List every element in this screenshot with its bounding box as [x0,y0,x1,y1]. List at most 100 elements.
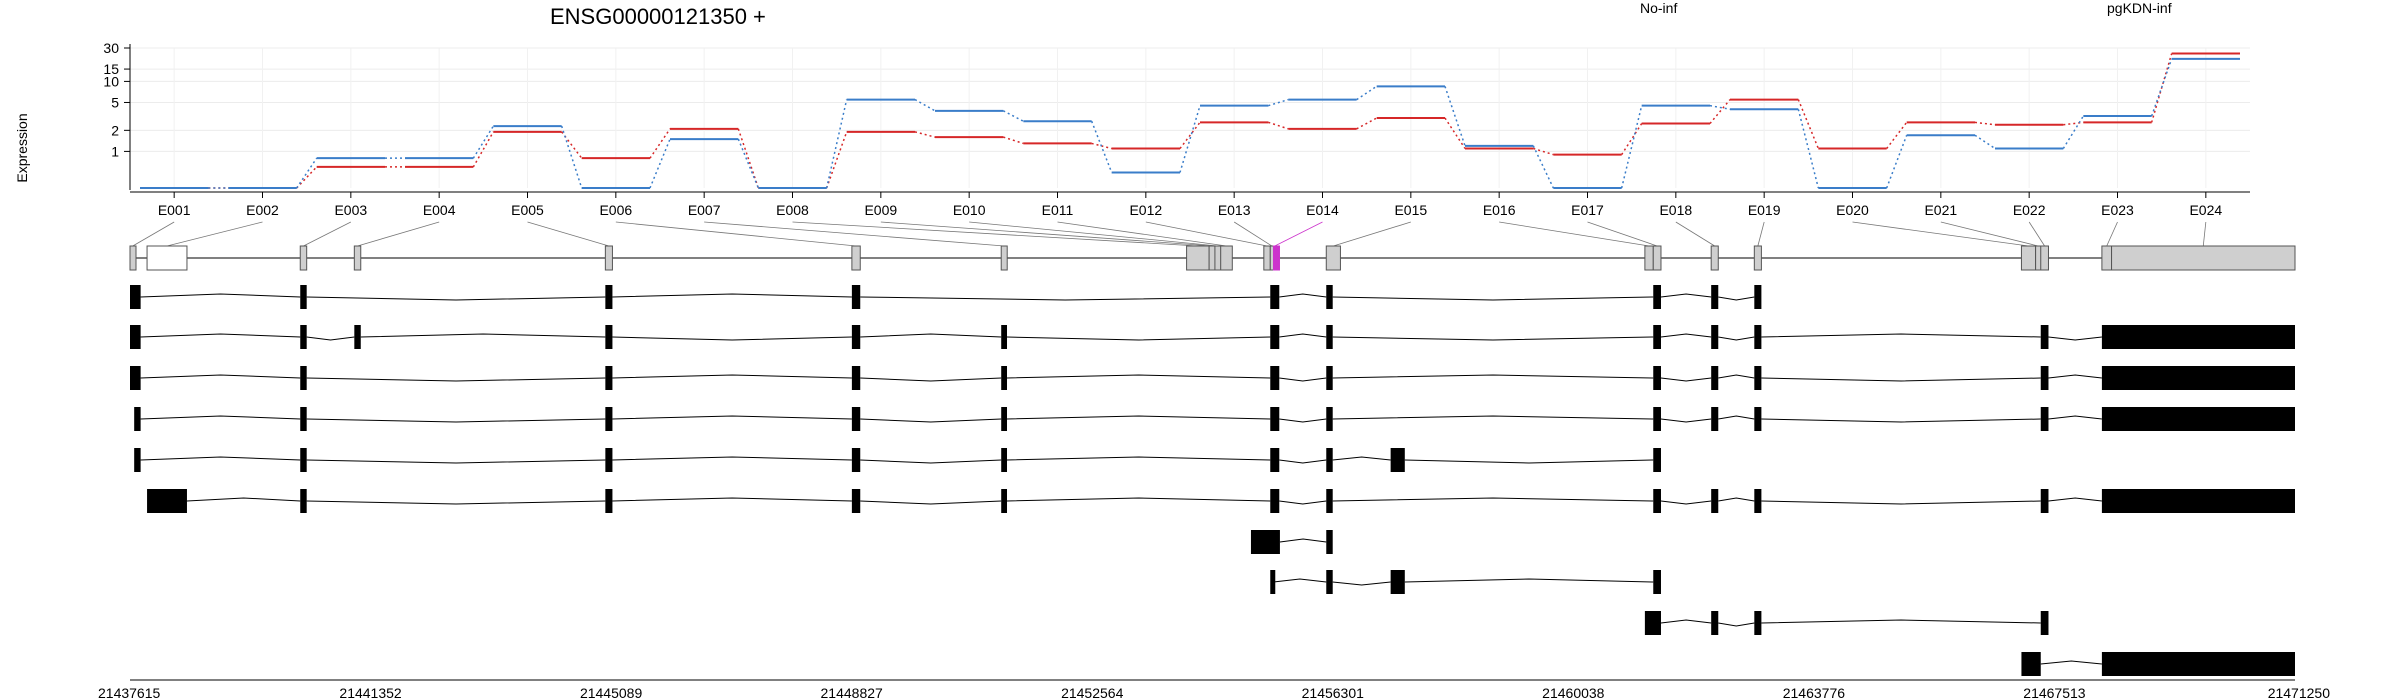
transcript-exon [1250,530,1280,554]
exon-block [2111,245,2296,271]
x-tick-label: E022 [2013,202,2046,218]
transcript-exon [1326,448,1333,472]
transcript-exon [2101,489,2295,513]
series-connector-pgkdn-inf [737,138,760,189]
exon-connector [704,221,1005,247]
transcript-exon [1390,448,1405,472]
transcript-intron [1006,415,1271,420]
transcript-exon [2101,652,2295,676]
transcript-exon [1326,530,1333,554]
transcript-intron [306,459,606,464]
transcript-exon [1390,570,1405,594]
x-tick-label: E007 [688,202,721,218]
series-connector-no-inf [1797,99,1820,149]
exon-connector [969,221,1218,247]
x-tick-label: E015 [1394,202,1427,218]
transcript-intron [140,456,301,461]
exon-block [1220,245,1233,271]
x-tick-label: E021 [1924,202,1957,218]
transcript-exon [851,489,861,513]
transcript-intron [2040,660,2102,665]
transcript-intron [306,377,606,382]
series-connector-pgkdn-inf [296,157,318,189]
genomic-tick-label: 21456301 [1302,685,1365,700]
transcript-exon [1001,366,1008,390]
genomic-tick-label: 21471250 [2268,685,2331,700]
transcript-intron [306,336,355,341]
exon-connector [303,221,352,247]
transcript-intron [1718,296,1755,301]
transcript-intron [140,333,301,338]
series-connector-no-inf [1268,121,1289,130]
transcript-exon [1653,366,1661,390]
transcript-intron [1279,538,1327,543]
transcript-exon [1270,366,1280,390]
transcript-exon [1270,285,1280,309]
exon-connector [2028,221,2045,247]
transcript-intron [1404,578,1654,583]
genomic-tick-label: 21437615 [98,685,161,700]
genomic-tick-label: 21460038 [1542,685,1605,700]
transcript-exon [1711,611,1719,635]
transcript-exon [1653,448,1661,472]
transcript-intron [860,377,1002,382]
series-connector-pgkdn-inf [1620,105,1643,189]
transcript-intron [860,296,1271,301]
transcript-exon [1711,366,1719,390]
transcript-exon [605,448,613,472]
transcript-intron [1279,500,1327,505]
series-connector-no-inf [1003,136,1024,145]
exon-connector [1274,221,1323,247]
exon-block [1208,245,1216,271]
transcript-exon [1326,325,1333,349]
transcript-exon [1754,366,1762,390]
genomic-tick-label: 21441352 [339,685,402,700]
series-connector-no-inf [1886,121,1908,149]
transcript-exon [1326,366,1333,390]
exon-block [1710,245,1719,271]
transcript-exon [2040,366,2049,390]
series-connector-no-inf [2063,121,2084,126]
series-connector-no-inf [472,131,494,168]
transcript-intron [306,500,606,505]
transcript-exon [1711,407,1719,431]
genomic-tick-label: 21452564 [1061,685,1124,700]
transcript-intron [140,293,301,298]
x-tick-label: E012 [1129,202,1162,218]
exon-connectors [132,221,2207,247]
x-tick-label: E024 [2189,202,2222,218]
x-tick-label: E006 [599,202,632,218]
series-connector-no-inf [1533,147,1554,156]
transcript-exon [1653,407,1661,431]
x-tick-label: E002 [246,202,279,218]
series-connector-no-inf [2150,53,2173,123]
transcript-exon [300,366,307,390]
transcript-exon [1001,325,1008,349]
transcript-exon [130,325,141,349]
exon-block [2101,245,2113,271]
transcript-exon [1326,570,1333,594]
exon-connector [166,221,263,247]
exon-block [1644,245,1654,271]
transcript-intron [1660,377,1712,382]
exon-block [2040,245,2049,271]
series-lines [140,52,2240,189]
transcript-exon [1001,448,1008,472]
transcript-exon [1711,325,1719,349]
transcript-intron [860,459,1002,464]
legend-entry-no-inf: No-inf [1640,0,1677,16]
exon-connector [1940,221,2039,247]
transcript-exon [2101,325,2295,349]
x-tick-label: E010 [953,202,986,218]
genomic-tick-label: 21467513 [2023,685,2086,700]
exon-connector [2202,221,2207,247]
transcript-exon [1754,489,1762,513]
exon-block [1186,245,1210,271]
transcript-intron [1279,333,1327,338]
series-connector-pgkdn-inf [1268,98,1289,107]
transcript-exon [300,285,307,309]
transcript-intron [1332,374,1654,379]
transcript-intron [1761,418,2041,423]
transcript-exon [1653,285,1661,309]
